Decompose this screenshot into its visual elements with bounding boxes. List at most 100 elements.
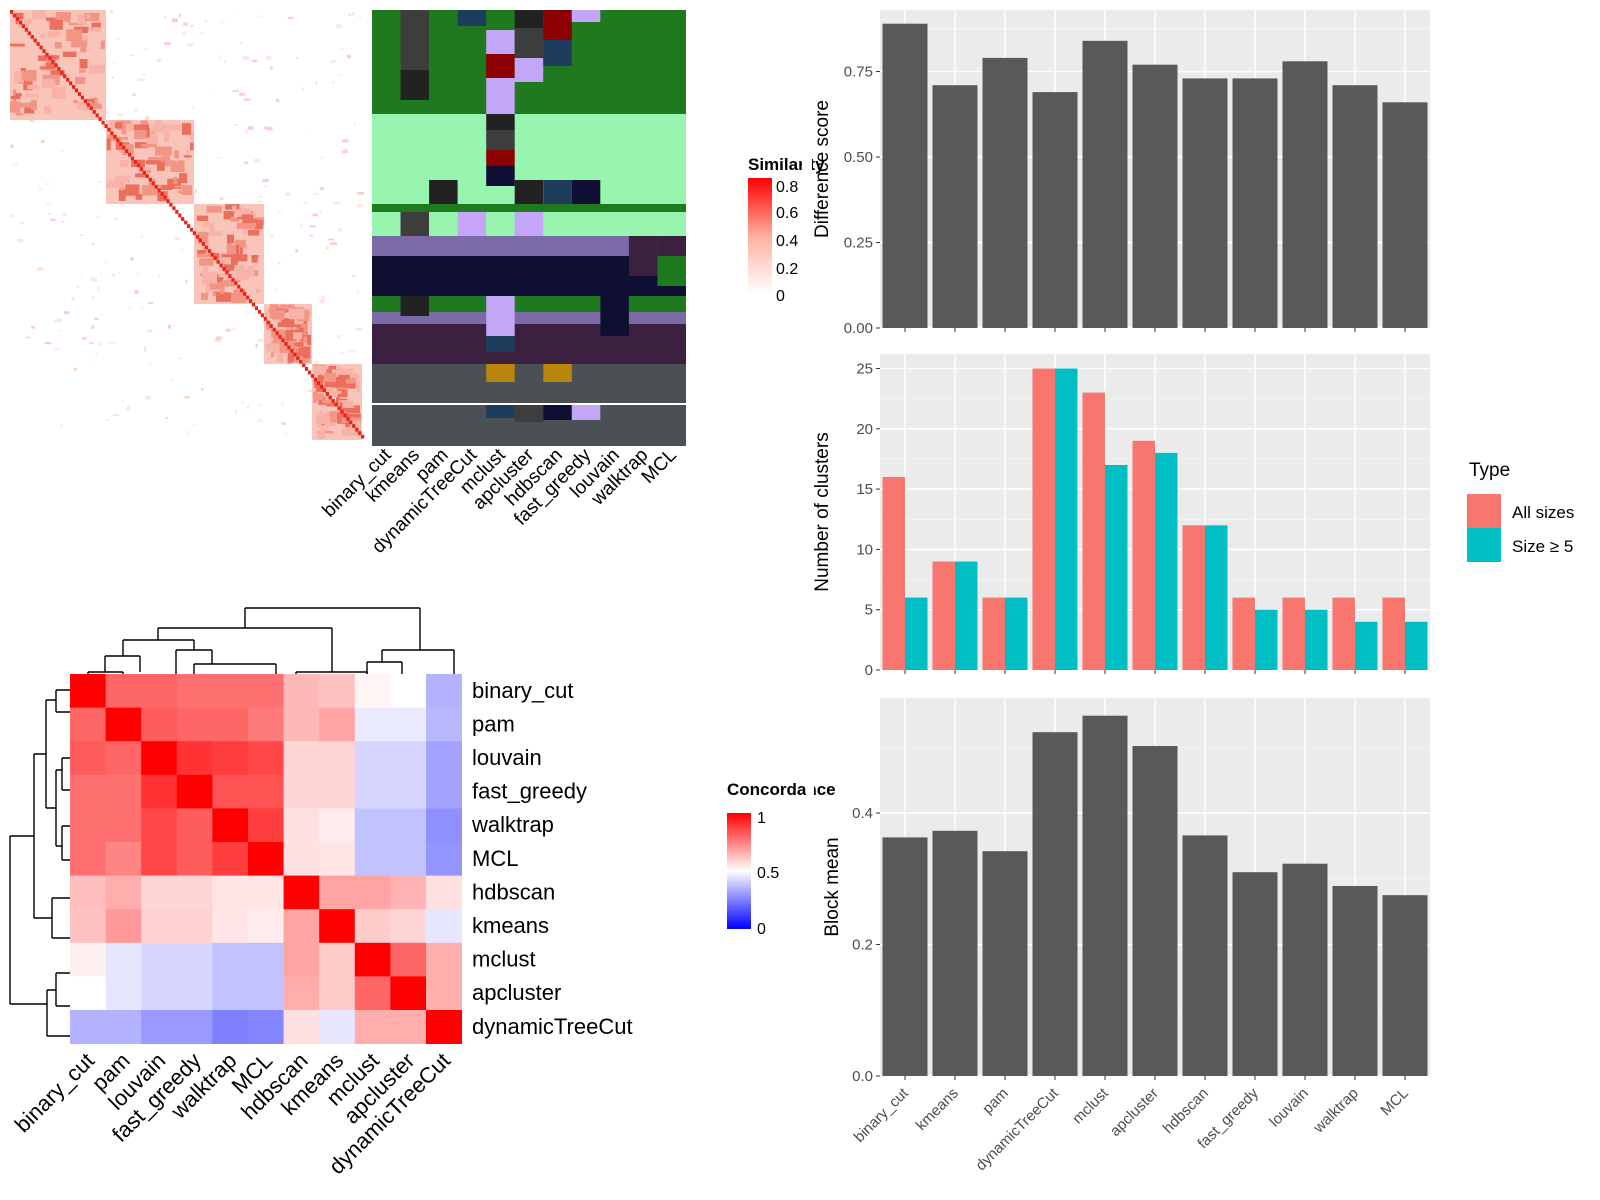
similarity-block-cell	[10, 95, 21, 100]
similarity-diagonal-cell	[10, 10, 14, 14]
similarity-block-cell	[133, 124, 150, 131]
concordance-cell	[354, 707, 391, 742]
concordance-cell	[248, 976, 284, 1011]
similarity-speckle	[321, 296, 325, 300]
concordance-cell	[176, 875, 213, 910]
similarity-speckle	[312, 213, 319, 217]
similarity-speckle	[243, 98, 251, 101]
similarity-diagonal-cell	[15, 17, 20, 21]
similarity-diagonal-cell	[198, 238, 202, 243]
similarity-speckle	[17, 238, 24, 243]
similarity-diagonal-cell	[251, 302, 256, 307]
similarity-block-cell	[280, 304, 295, 311]
similarity-diagonal-cell	[257, 309, 261, 314]
similarity-speckle	[61, 150, 64, 153]
legend-label-all-sizes: All sizes	[1512, 503, 1574, 522]
x-tick-label: pam	[979, 1085, 1012, 1118]
concordance-cell	[390, 774, 427, 809]
similarity-block-cell	[299, 330, 308, 342]
concordance-cell	[354, 741, 391, 776]
similarity-block-cell	[38, 55, 47, 61]
similarity-diagonal-cell	[148, 177, 152, 182]
concordance-cell	[354, 942, 391, 977]
similarity-speckle	[285, 192, 291, 196]
bar	[1305, 609, 1328, 670]
similarity-diagonal-cell	[213, 256, 217, 261]
similarity-block-cell	[231, 256, 238, 268]
assignment-patch	[486, 130, 515, 150]
similarity-block-cell	[116, 120, 131, 126]
similarity-speckle	[328, 238, 335, 241]
bar	[1282, 61, 1328, 329]
similarity-diagonal-cell	[12, 13, 17, 18]
similarity-diagonal-cell	[263, 317, 267, 321]
similarity-block-cell	[316, 431, 334, 434]
bar	[1032, 368, 1055, 670]
similarity-block-cell	[183, 155, 192, 158]
similarity-diagonal-cell	[33, 38, 37, 43]
similarity-speckle	[112, 76, 114, 79]
concordance-cell	[176, 1010, 213, 1044]
similarity-block-cell	[267, 343, 280, 353]
similarity-block-cell	[71, 40, 87, 48]
bar-panel: 0.00 0.25 0.50 0.75 Difference score	[812, 10, 1430, 337]
similarity-block-cell	[89, 64, 105, 74]
similarity-speckle	[20, 221, 24, 225]
bar	[1032, 732, 1078, 1076]
assignment-band	[372, 324, 686, 364]
similarity-speckle	[312, 194, 317, 196]
similarity-diagonal-cell	[334, 402, 338, 407]
similarity-block-cell	[86, 14, 91, 19]
similarity-block-cell	[146, 128, 150, 138]
similarity-speckle	[29, 119, 34, 122]
concordance-cell	[248, 1010, 284, 1044]
similarity-diagonal-cell	[86, 102, 90, 107]
concordance-cell	[319, 1010, 356, 1044]
concordance-cell	[283, 808, 320, 843]
similarity-block-cell	[161, 155, 170, 167]
bar	[882, 477, 905, 670]
assignment-patch	[571, 10, 601, 22]
concordance-cell	[248, 842, 284, 876]
similarity-block-cell	[44, 105, 51, 114]
similarity-block-cell	[118, 136, 129, 140]
similarity-block-cell	[277, 318, 295, 328]
similarity-speckle	[339, 74, 343, 76]
concordance-row-label: kmeans	[472, 913, 549, 938]
similarity-diagonal-cell	[51, 60, 55, 64]
concordance-cell	[105, 774, 142, 809]
bar	[1032, 92, 1078, 328]
concordance-cell	[176, 741, 213, 776]
similarity-diagonal-cell	[337, 406, 341, 411]
assignment-patch	[543, 180, 572, 204]
assignment-patch	[486, 404, 515, 418]
y-tick-label: 0.00	[844, 320, 873, 337]
concordance-cell	[248, 942, 284, 977]
assignment-patch	[657, 256, 686, 286]
bar	[1082, 715, 1128, 1076]
similarity-block-cell	[221, 254, 239, 259]
similarity-block-cell	[324, 396, 332, 404]
assignment-patch	[571, 180, 601, 204]
similarity-block-cell	[106, 180, 123, 188]
similarity-block-cell	[213, 274, 224, 286]
concordance-cell	[248, 808, 284, 843]
similarity-block-cell	[146, 169, 152, 174]
y-tick-label: 0.50	[844, 149, 873, 166]
similarity-diagonal-cell	[139, 167, 143, 171]
similarity-diagonal-cell	[39, 45, 43, 50]
concordance-cell	[390, 808, 427, 843]
similarity-diagonal-cell	[128, 152, 132, 157]
bar	[1255, 609, 1278, 670]
similarity-speckle	[258, 404, 263, 406]
similarity-speckle	[305, 128, 307, 131]
concordance-cell	[176, 909, 213, 944]
legend-key-size-ge5	[1467, 528, 1501, 562]
concordance-cell	[212, 909, 249, 944]
similarity-diagonal-cell	[119, 142, 123, 146]
legend-mask	[806, 775, 814, 805]
similarity-block-cell	[24, 103, 35, 114]
similarity-block-cell	[54, 42, 62, 49]
similarity-speckle	[264, 185, 267, 188]
similarity-block-cell	[216, 292, 232, 302]
